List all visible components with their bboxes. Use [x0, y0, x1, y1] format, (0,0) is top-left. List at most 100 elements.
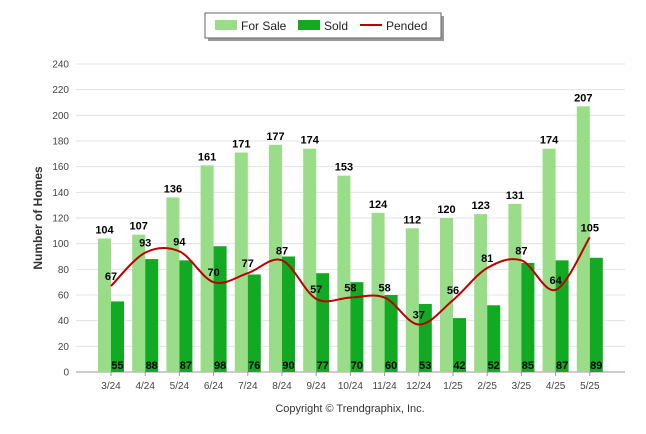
data-label-pended: 64: [549, 275, 562, 287]
bar-for-sale: [508, 203, 522, 372]
data-label-sold: 87: [180, 360, 192, 372]
bar-sold: [521, 262, 535, 372]
bar-sold: [487, 305, 501, 372]
legend-label-sold: Sold: [324, 19, 348, 33]
x-tick-label: 4/25: [546, 381, 566, 392]
data-label-for-sale: 104: [95, 225, 114, 237]
x-tick-label: 9/24: [306, 381, 326, 392]
y-tick-label: 160: [52, 162, 69, 173]
y-tick-label: 20: [58, 342, 70, 353]
labels-layer: 104 107 136 161 171 177 174 153 124 112 120 123 131 1…: [95, 92, 602, 372]
data-label-sold: 42: [453, 360, 465, 372]
x-tick-label: 5/25: [580, 381, 600, 392]
bar-for-sale: [440, 218, 453, 372]
copyright-text: Copyright © Trendgraphix, Inc.: [275, 403, 424, 415]
bar-for-sale: [234, 152, 248, 372]
data-label-pended: 87: [515, 245, 527, 257]
data-label-for-sale: 161: [198, 151, 216, 163]
data-label-for-sale: 107: [130, 221, 148, 233]
x-tick-label: 7/24: [238, 381, 258, 392]
bar-sold: [247, 274, 261, 372]
line-layer: [110, 236, 591, 326]
bar-for-sale: [269, 144, 282, 372]
bar-for-sale: [98, 238, 111, 372]
y-tick-label: 140: [52, 188, 69, 199]
bar-sold: [145, 259, 159, 372]
data-label-pended: 37: [413, 310, 425, 322]
y-tick-label: 200: [52, 111, 69, 122]
data-label-sold: 98: [214, 360, 226, 372]
data-label-sold: 89: [590, 360, 602, 372]
y-tick-label: 0: [63, 368, 69, 379]
data-label-pended: 94: [173, 236, 186, 248]
legend-label-pended: Pended: [386, 19, 427, 33]
y-tick-label: 220: [52, 85, 69, 96]
x-tick-label: 6/24: [204, 381, 224, 392]
data-label-for-sale: 177: [266, 131, 284, 143]
x-tick-label: 3/24: [101, 381, 121, 392]
data-label-pended: 58: [344, 283, 356, 295]
legend-box: [204, 12, 442, 39]
bar-sold: [384, 295, 398, 372]
bar-for-sale: [371, 212, 385, 372]
x-tick-label: 11/24: [372, 381, 397, 392]
data-label-sold: 88: [146, 360, 158, 372]
legend-label-for-sale: For Sale: [241, 19, 287, 33]
bar-for-sale: [474, 214, 488, 372]
data-label-pended: 70: [207, 267, 219, 279]
data-label-sold: 77: [317, 360, 329, 372]
bar-for-sale: [303, 148, 317, 372]
data-label-pended: 105: [581, 222, 599, 234]
data-label-pended: 77: [242, 258, 254, 270]
bar-for-sale: [166, 197, 180, 372]
legend-swatch-sold: [298, 20, 320, 30]
data-label-for-sale: 153: [335, 162, 353, 174]
data-label-pended: 57: [310, 284, 322, 296]
x-tick-label: 1/25: [443, 381, 463, 392]
x-tick-label: 4/24: [135, 381, 155, 392]
bar-for-sale: [337, 175, 351, 372]
x-tick-label: 2/25: [477, 381, 497, 392]
y-tick-label: 120: [52, 214, 69, 225]
bar-for-sale: [576, 106, 590, 372]
bar-sold: [589, 257, 603, 372]
data-label-pended: 81: [481, 253, 493, 265]
legend-swatch-for-sale: [215, 20, 237, 30]
legend: For Sale Sold Pended: [204, 12, 444, 41]
bar-sold: [316, 273, 330, 372]
bar-for-sale: [200, 165, 214, 372]
data-label-for-sale: 131: [506, 190, 524, 202]
data-label-pended: 87: [276, 245, 288, 257]
x-tick-label: 8/24: [272, 381, 292, 392]
data-label-sold: 52: [488, 360, 500, 372]
data-label-sold: 70: [351, 360, 363, 372]
data-label-pended: 93: [139, 238, 151, 250]
data-label-sold: 87: [556, 360, 568, 372]
bar-sold: [111, 301, 124, 372]
y-tick-label: 80: [58, 265, 70, 276]
data-label-for-sale: 136: [164, 183, 182, 195]
data-label-for-sale: 174: [540, 135, 559, 147]
data-label-for-sale: 112: [403, 214, 421, 226]
x-tick-label: 10/24: [338, 381, 363, 392]
data-label-for-sale: 171: [232, 139, 250, 151]
bar-sold: [213, 246, 227, 372]
x-tick-label: 12/24: [406, 381, 431, 392]
y-tick-label: 100: [52, 239, 69, 250]
y-tick-label: 180: [52, 137, 69, 148]
bar-for-sale: [542, 148, 556, 372]
y-axis-title: Number of Homes: [31, 166, 45, 270]
bar-sold: [282, 256, 295, 372]
data-label-for-sale: 123: [472, 200, 490, 212]
y-tick-label: 60: [58, 291, 70, 302]
data-label-for-sale: 207: [574, 92, 592, 104]
data-label-sold: 76: [248, 360, 260, 372]
x-tick-label: 3/25: [512, 381, 532, 392]
data-label-sold: 90: [282, 360, 294, 372]
bar-sold: [179, 260, 193, 372]
data-label-pended: 67: [105, 271, 117, 283]
data-label-sold: 85: [522, 360, 534, 372]
data-label-for-sale: 124: [369, 199, 388, 211]
